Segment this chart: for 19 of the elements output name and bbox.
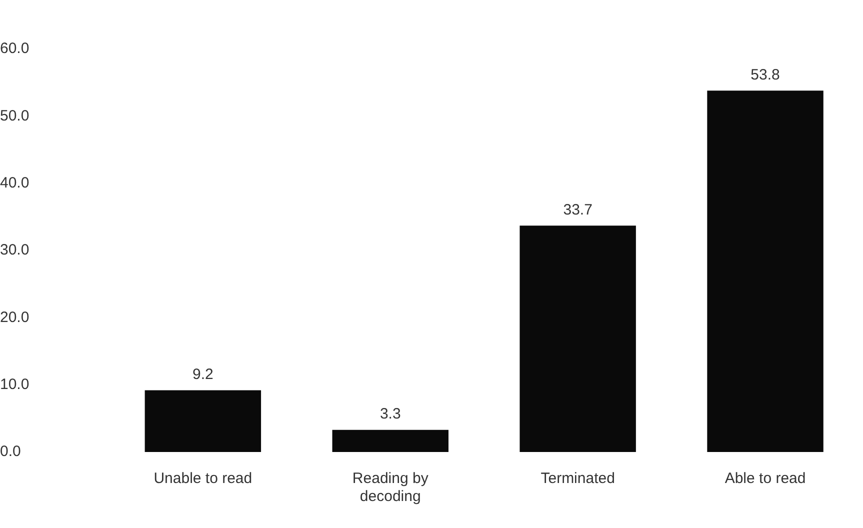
y-tick-label: 30.0 <box>0 242 30 259</box>
y-tick-label: 10.0 <box>0 376 30 393</box>
bar <box>144 390 262 452</box>
y-tick-label: 40.0 <box>0 174 30 192</box>
y-tick-label: 50.0 <box>0 107 30 124</box>
bar <box>707 90 824 452</box>
x-tick-label: Terminated <box>540 470 615 488</box>
data-label: 9.2 <box>192 366 214 383</box>
data-label: 53.8 <box>750 66 780 84</box>
y-tick-label: 60.0 <box>0 40 30 58</box>
x-tick-label: Unable to read <box>154 470 252 488</box>
data-label: 3.3 <box>380 405 401 422</box>
bar <box>520 226 636 452</box>
y-tick-label: 20.0 <box>0 308 30 326</box>
x-tick-label: Able to read <box>724 470 806 488</box>
bar <box>332 430 448 452</box>
y-tick-label: 0.0 <box>0 443 21 460</box>
x-tick-label: Reading by decoding <box>352 470 429 506</box>
data-label: 33.7 <box>563 201 592 218</box>
